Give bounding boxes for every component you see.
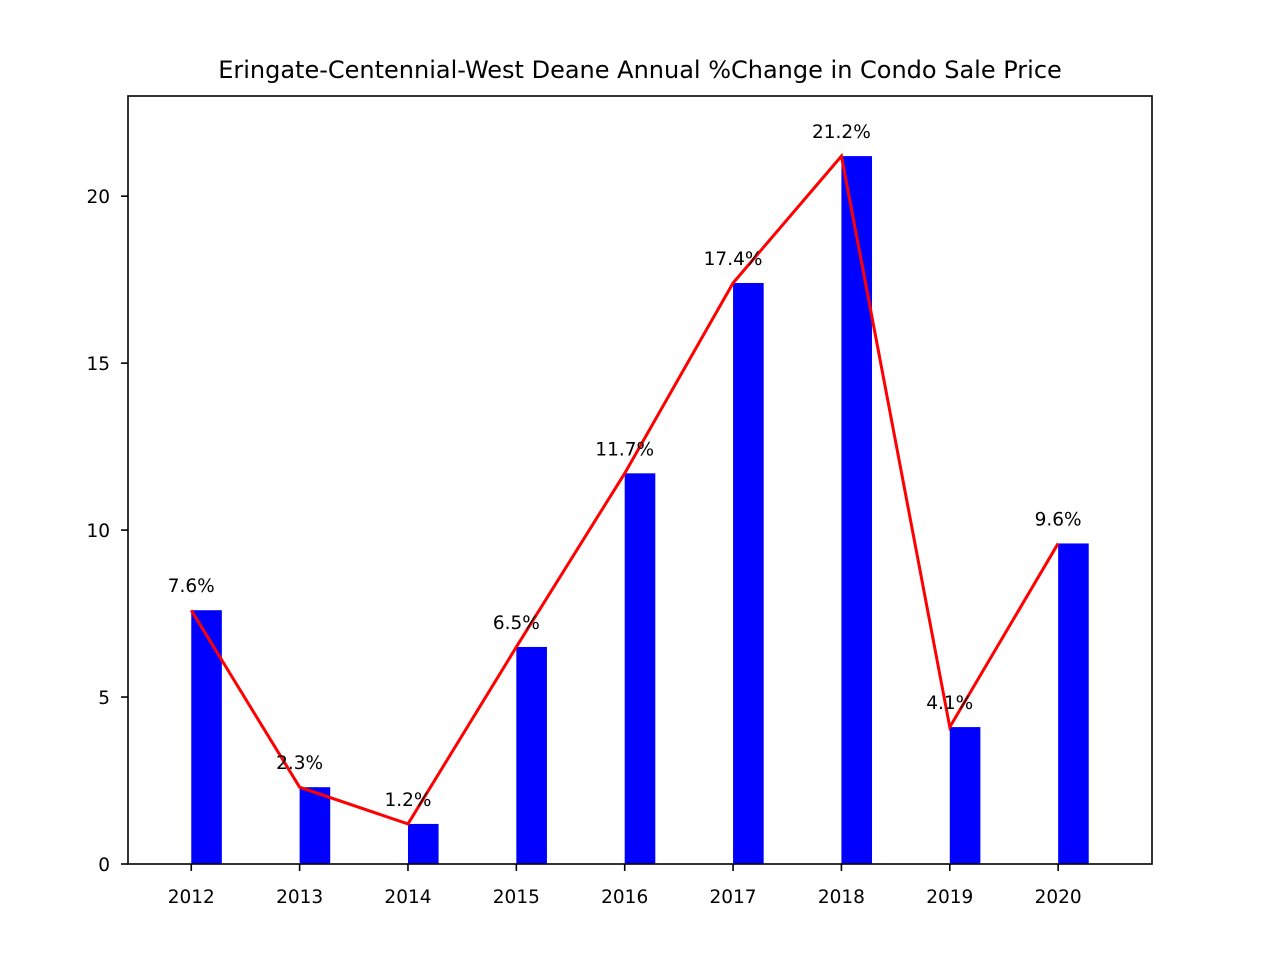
data-label-2016: 11.7% (595, 439, 654, 460)
data-label-2018: 21.2% (812, 122, 871, 143)
chart-title: Eringate-Centennial-West Deane Annual %C… (218, 56, 1062, 84)
y-tick-label-5: 5 (98, 688, 110, 709)
x-tick-label-2018: 2018 (818, 887, 865, 908)
data-label-2020: 9.6% (1035, 509, 1082, 530)
data-label-2012: 7.6% (168, 576, 215, 597)
data-label-2013: 2.3% (276, 753, 323, 774)
bar-2015 (516, 646, 547, 864)
bars-layer (191, 156, 1089, 864)
x-tick-label-2012: 2012 (168, 887, 215, 908)
bar-2012 (191, 610, 222, 864)
y-tick-label-20: 20 (86, 187, 110, 208)
data-labels-layer: 7.6% 2.3% 1.2% 6.5% 11.7% 17.4% 21.2% 4.1% 9.6% (168, 122, 1082, 811)
y-tick-label-15: 15 (86, 354, 110, 375)
bar-2016 (624, 473, 656, 864)
bar-2014 (407, 823, 439, 864)
data-label-2014: 1.2% (384, 790, 431, 811)
y-tick-label-0: 0 (98, 855, 110, 876)
x-tick-label-2016: 2016 (601, 887, 648, 908)
plot-frame (127, 95, 1153, 865)
bar-2018 (841, 156, 873, 864)
trend-line (189, 152, 1060, 826)
data-label-2017: 17.4% (704, 249, 763, 270)
data-label-2019: 4.1% (926, 693, 973, 714)
bar-2020 (1058, 543, 1089, 864)
data-label-2015: 6.5% (493, 613, 540, 634)
x-tick-label-2017: 2017 (710, 887, 757, 908)
x-tick-label-2014: 2014 (384, 887, 431, 908)
x-tick-label-2019: 2019 (926, 887, 973, 908)
x-tick-label-2020: 2020 (1035, 887, 1082, 908)
bar-2013 (299, 787, 331, 864)
x-tick-label-2015: 2015 (493, 887, 540, 908)
trend-line-layer (189, 152, 1060, 826)
bar-2017 (733, 282, 764, 864)
bar-2019 (949, 727, 981, 864)
y-tick-label-10: 10 (86, 521, 110, 542)
x-tick-label-2013: 2013 (276, 887, 323, 908)
axes-layer: 2012 2013 2014 2015 2016 2017 2018 2019 20200510… (86, 95, 1153, 908)
